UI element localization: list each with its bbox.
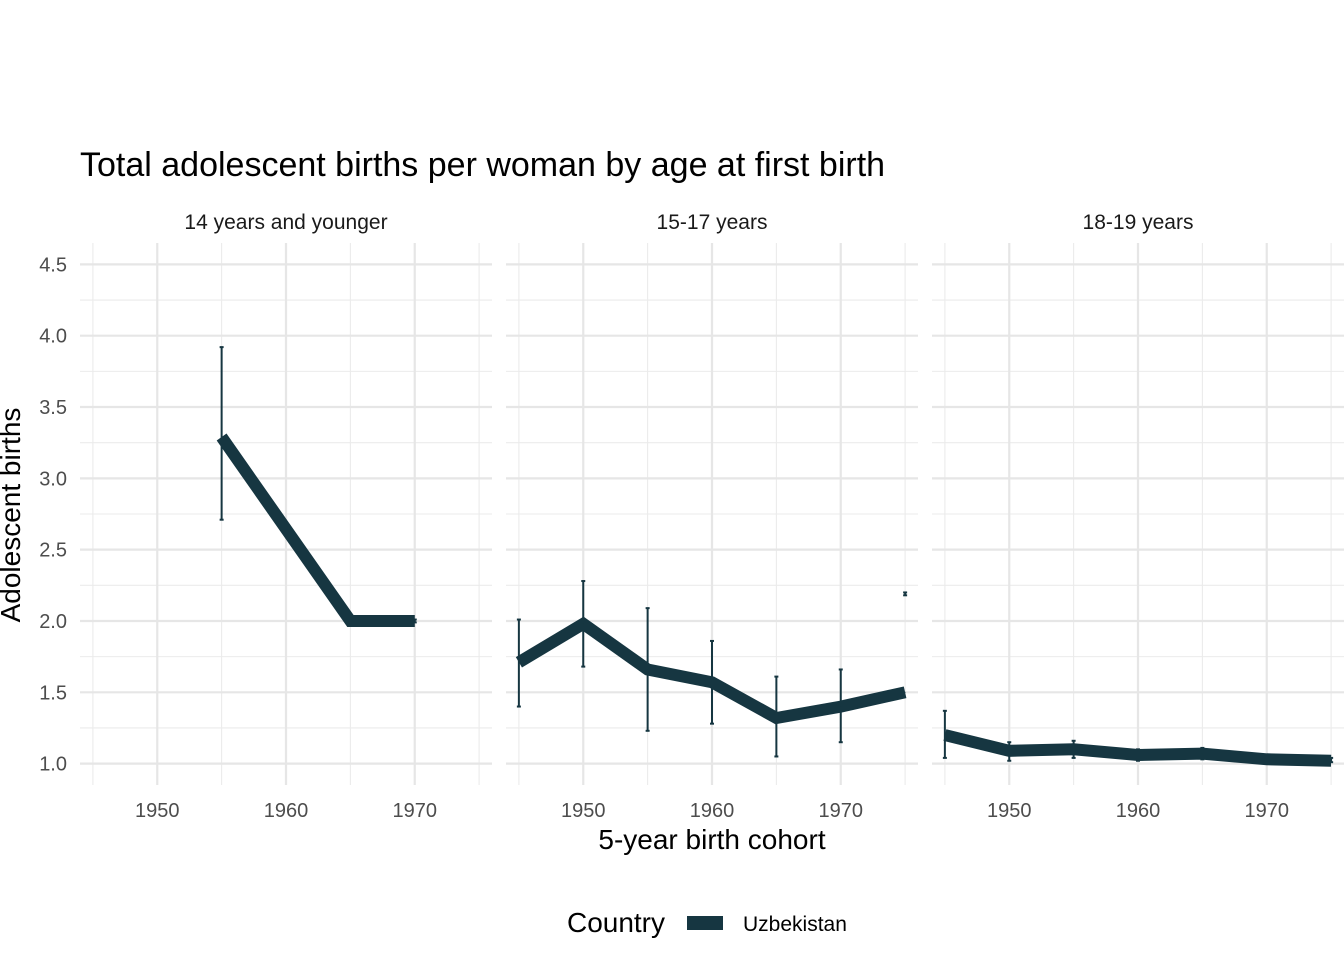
x-tick-label: 1960: [264, 800, 309, 822]
facet-label: 15-17 years: [657, 211, 768, 234]
data-point: [221, 436, 223, 438]
y-tick-label: 3.0: [39, 468, 67, 490]
data-point: [518, 661, 520, 663]
data-point: [840, 706, 842, 708]
data-point: [414, 620, 416, 622]
x-tick-label: 1950: [135, 800, 180, 822]
data-point: [1073, 748, 1075, 750]
y-tick-label: 1.5: [39, 682, 67, 704]
x-axis-title: 5-year birth cohort: [598, 824, 825, 855]
facet-label: 14 years and younger: [184, 211, 387, 234]
legend-key: [687, 916, 723, 930]
data-point: [904, 691, 906, 693]
facet-panel: 15-17 years 1950 1960 1970: [506, 211, 918, 822]
x-tick-label: 1970: [819, 800, 864, 822]
chart-title: Total adolescent births per woman by age…: [80, 146, 886, 184]
legend-title: Country: [567, 907, 665, 938]
y-tick-label: 4.0: [39, 326, 67, 348]
facet-label: 18-19 years: [1083, 211, 1194, 234]
data-point: [944, 734, 946, 736]
x-tick-label: 1950: [987, 800, 1032, 822]
x-tick-label: 1970: [1245, 800, 1290, 822]
data-point: [1330, 760, 1332, 762]
x-tick-label: 1950: [561, 800, 606, 822]
y-tick-label: 1.0: [39, 754, 67, 776]
y-tick-label: 2.5: [39, 540, 67, 562]
x-tick-label: 1960: [690, 800, 735, 822]
data-point: [1008, 750, 1010, 752]
y-tick-label: 2.0: [39, 611, 67, 633]
data-point: [711, 681, 713, 683]
data-point: [775, 717, 777, 719]
facet-panel: 14 years and younger 1950 1960 1970: [80, 211, 492, 822]
data-point: [647, 668, 649, 670]
y-tick-label: 3.5: [39, 397, 67, 419]
x-tick-label: 1960: [1116, 800, 1161, 822]
data-point: [1137, 754, 1139, 756]
data-point: [582, 623, 584, 625]
x-tick-label: 1970: [393, 800, 438, 822]
data-point: [349, 620, 351, 622]
data-point: [1266, 758, 1268, 760]
y-tick-label: 4.5: [39, 254, 67, 276]
y-axis-title: Adolescent births: [0, 408, 26, 623]
legend-label: Uzbekistan: [743, 913, 847, 936]
facet-panel: 18-19 years 1950 1960 1970: [932, 211, 1344, 822]
data-point: [1201, 753, 1203, 755]
series-line: [216, 433, 415, 627]
legend: Country Uzbekistan: [567, 907, 847, 938]
